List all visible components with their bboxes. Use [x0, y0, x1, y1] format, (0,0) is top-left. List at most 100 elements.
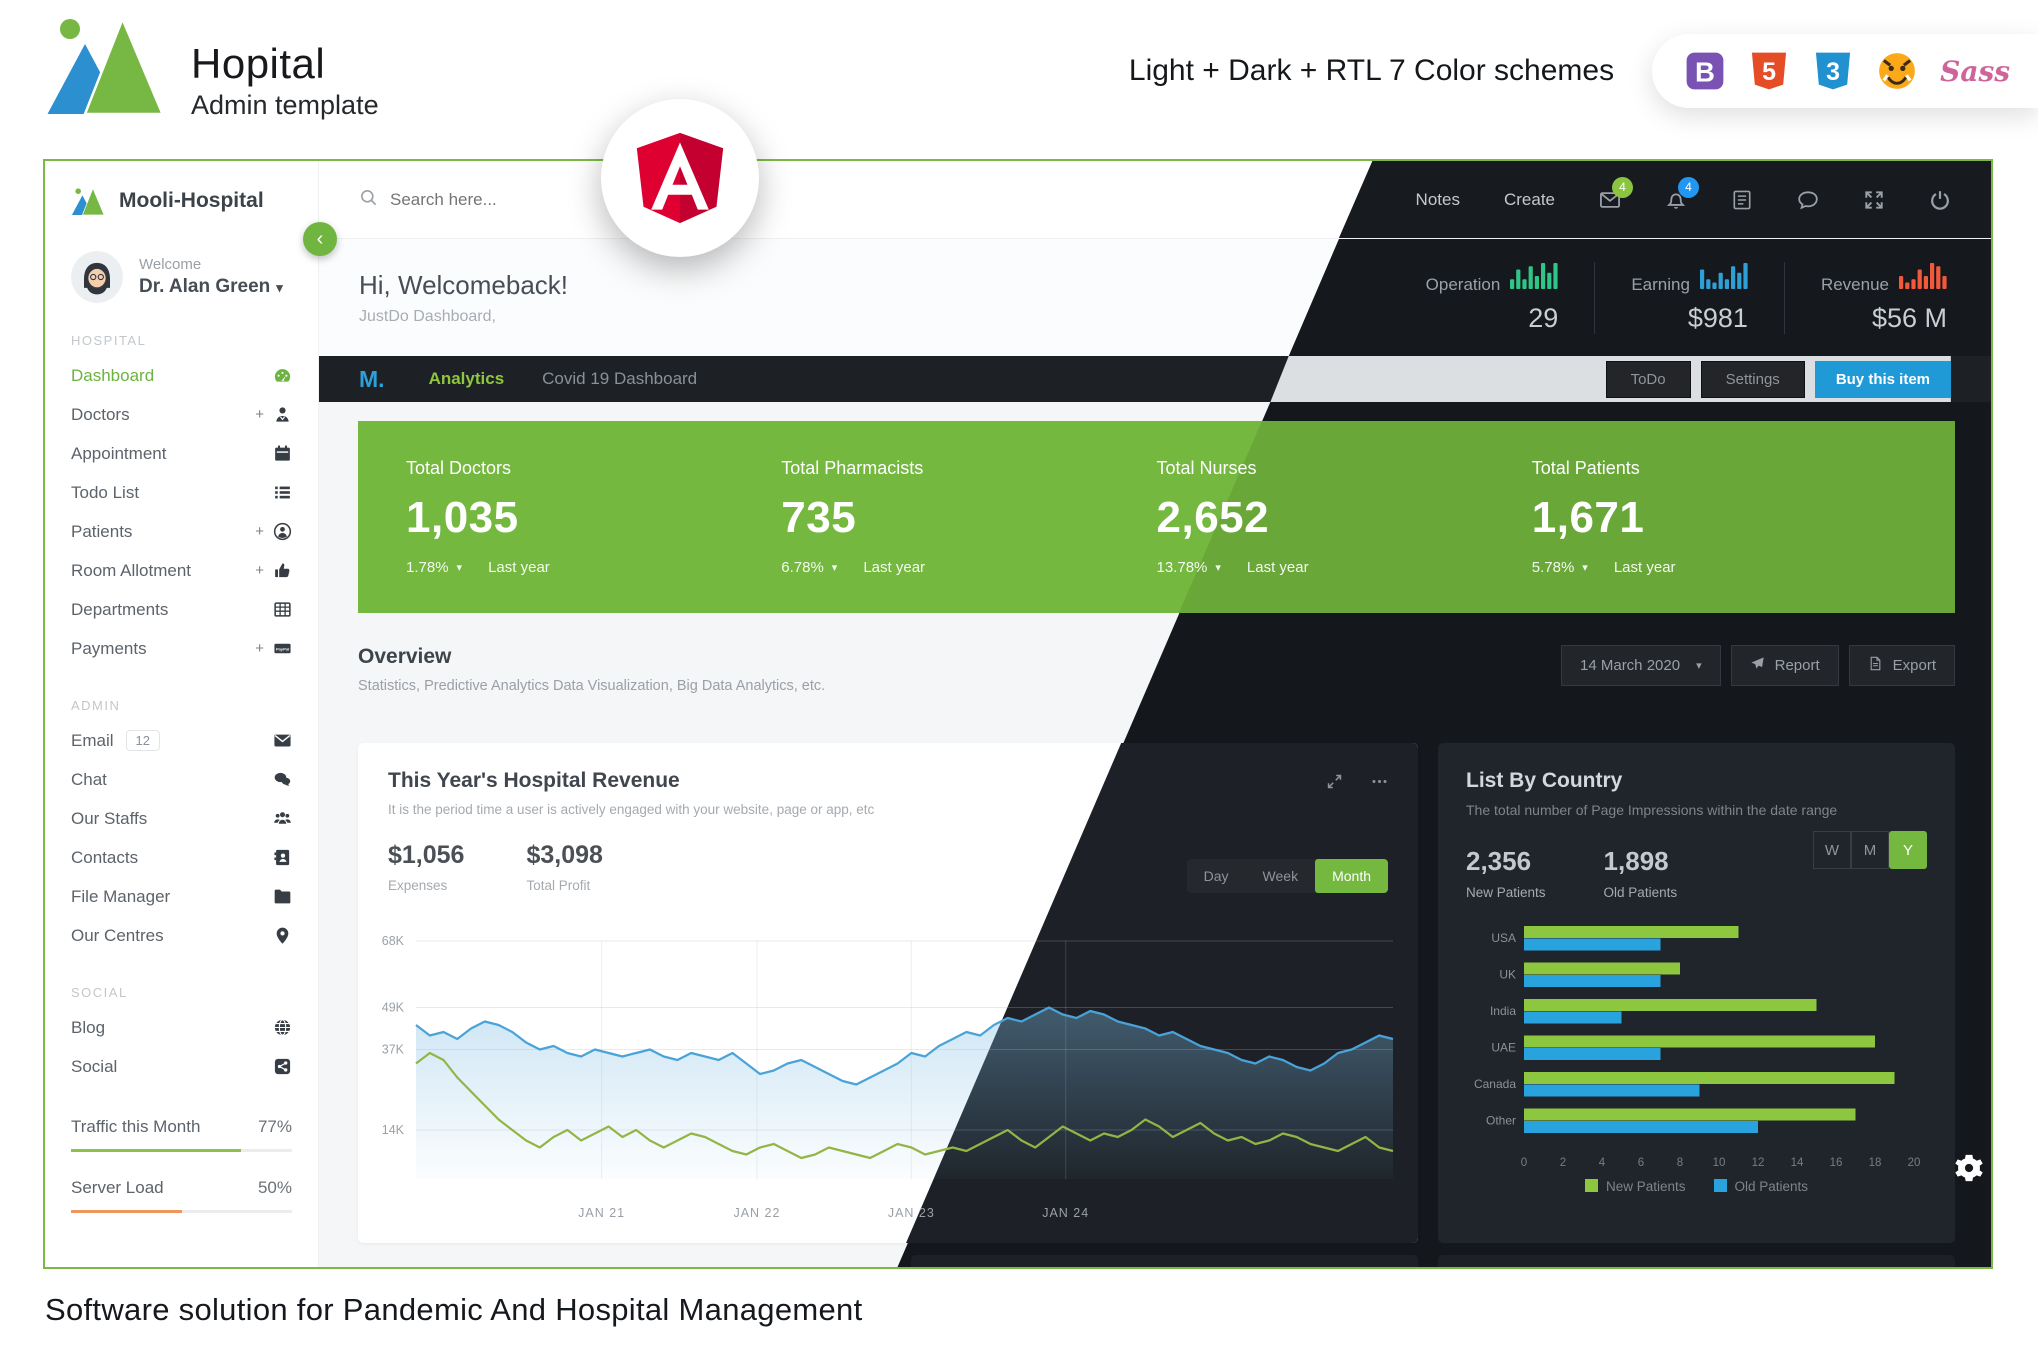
svg-text:JAN 21: JAN 21	[578, 1206, 625, 1220]
sidebar-item-room-allotment[interactable]: Room Allotment +	[71, 551, 292, 590]
new-patients-label: New Patients	[1466, 885, 1546, 900]
sidebar-item-departments[interactable]: Departments	[71, 590, 292, 629]
sidebar-item-patients[interactable]: Patients +	[71, 512, 292, 551]
kpi-change-value: 6.78%	[781, 559, 824, 576]
sidebar-item-dashboard[interactable]: Dashboard	[71, 356, 292, 395]
sidebar-item-label: Email	[71, 730, 114, 750]
country-card-title: List By Country	[1466, 769, 1623, 792]
notification-badge: 4	[1678, 176, 1699, 198]
tech-stack-pill: B 5 3 Sass	[1652, 34, 2038, 108]
sidebar-section-label: ADMIN	[71, 698, 121, 713]
revenue-card-heading: This Year's Hospital Revenue It is the p…	[388, 769, 874, 817]
revenue-card: This Year's Hospital Revenue It is the p…	[358, 743, 1418, 1243]
sidebar-item-blog[interactable]: Blog	[71, 1008, 292, 1047]
bell-icon[interactable]: 4	[1665, 176, 1699, 211]
kpi-total-patients: Total Patients 1,671 5.78% ▾ Last year	[1532, 458, 1907, 576]
partial-card	[911, 1255, 1418, 1267]
svg-text:2: 2	[1560, 1157, 1566, 1169]
sidebar-item-payments[interactable]: Payments + PayPal	[71, 629, 292, 668]
navbar-link-create[interactable]: Create	[1503, 189, 1555, 209]
sidebar-item-appointment[interactable]: Appointment	[71, 434, 292, 473]
envelope-icon	[273, 731, 292, 750]
plus-icon: +	[255, 562, 264, 579]
tab-analytics[interactable]: Analytics	[428, 369, 505, 388]
translate-icon[interactable]	[1731, 189, 1753, 211]
svg-text:JAN 23: JAN 23	[888, 1206, 935, 1220]
sidebar-item-doctors[interactable]: Doctors +	[71, 395, 292, 434]
sidebar-collapse-button[interactable]: ‹	[303, 222, 337, 256]
sidebar-section-label: SOCIAL	[71, 985, 128, 1000]
greeting-stats-row: Hi, Welcomeback! JustDo Dashboard, Opera…	[319, 239, 1991, 356]
buy-this-item-button[interactable]: Buy this item	[1814, 360, 1951, 398]
sidebar-item-label: Patients	[71, 521, 133, 541]
mail-icon[interactable]: 4	[1599, 176, 1633, 211]
caret-down-icon: ▾	[1215, 562, 1221, 574]
sidebar-brand[interactable]: Mooli-Hospital	[71, 187, 292, 215]
legend-swatch	[1713, 1179, 1727, 1192]
kpi-period: Last year	[863, 559, 926, 576]
range-w[interactable]: W	[1813, 831, 1851, 869]
user-dropdown[interactable]: Dr. Alan Green ▾	[139, 276, 283, 297]
kpi-change[interactable]: 6.78% ▾ Last year	[781, 559, 1156, 576]
brand-subtitle: Admin template	[191, 90, 379, 120]
stat-revenue: Revenue $56 M	[1783, 261, 1951, 334]
settings-button[interactable]: Settings	[1700, 360, 1805, 398]
folder-icon	[273, 887, 292, 906]
svg-text:USA: USA	[1491, 931, 1516, 945]
sidebar-item-label: Our Staffs	[71, 808, 148, 828]
date-range-button[interactable]: 14 March 2020 ▾	[1561, 645, 1721, 686]
sidebar-item-chat[interactable]: Chat	[71, 760, 292, 799]
ellipsis-menu-icon[interactable]	[1371, 773, 1388, 817]
settings-gear-button[interactable]	[1951, 1151, 1987, 1187]
tab-covid-19-dashboard[interactable]: Covid 19 Dashboard	[542, 369, 698, 388]
toggle-week[interactable]: Week	[1246, 859, 1316, 893]
greeting-title: Hi, Welcomeback!	[359, 269, 569, 300]
app-window: Mooli-Hospital Welcome Dr. Alan Green ▾	[43, 159, 1993, 1269]
kpi-bar: Total Doctors 1,035 1.78% ▾ Last year Total P…	[358, 421, 1955, 613]
report-button[interactable]: Report	[1730, 645, 1839, 686]
sidebar-item-our-centres[interactable]: Our Centres	[71, 916, 292, 955]
gauge-icon	[273, 366, 292, 385]
sidebar-item-file-manager[interactable]: File Manager	[71, 877, 292, 916]
sidebar-item-label: Todo List	[71, 482, 140, 502]
stat-value: $981	[1687, 302, 1748, 333]
toggle-day[interactable]: Day	[1187, 859, 1246, 893]
sidebar-item-email[interactable]: Email 12	[71, 721, 292, 760]
sidebar-item-social[interactable]: Social	[71, 1047, 292, 1086]
kpi-change[interactable]: 13.78% ▾ Last year	[1157, 559, 1532, 576]
sidebar-item-todo-list[interactable]: Todo List	[71, 473, 292, 512]
profit-label: Total Profit	[526, 878, 591, 893]
new-patients-value: 2,356	[1466, 846, 1532, 876]
kpi-period: Last year	[488, 559, 550, 576]
revenue-card-title: This Year's Hospital Revenue	[388, 769, 680, 792]
grunt-icon	[1876, 50, 1918, 92]
avatar[interactable]	[71, 251, 123, 303]
brand: Hopital Admin template	[45, 14, 379, 121]
navbar-link-notes[interactable]: Notes	[1415, 189, 1460, 209]
expenses-value: $1,056	[388, 841, 465, 869]
sidebar: Mooli-Hospital Welcome Dr. Alan Green ▾	[45, 161, 319, 1267]
map-marker-icon	[273, 926, 292, 945]
kpi-change[interactable]: 5.78% ▾ Last year	[1532, 559, 1907, 576]
expand-icon[interactable]	[1863, 189, 1885, 211]
toggle-month[interactable]: Month	[1315, 859, 1388, 893]
kpi-label: Total Nurses	[1156, 458, 1257, 478]
kpi-period: Last year	[1613, 559, 1676, 576]
bootstrap-icon: B	[1684, 50, 1726, 92]
expand-chart-icon[interactable]	[1326, 773, 1343, 817]
kpi-label: Total Doctors	[406, 458, 512, 478]
range-y[interactable]: Y	[1889, 831, 1927, 869]
kpi-value: 1,671	[1531, 493, 1645, 542]
range-m[interactable]: M	[1851, 831, 1889, 869]
export-button[interactable]: Export	[1848, 645, 1955, 686]
calendar-icon	[273, 444, 292, 463]
sidebar-item-contacts[interactable]: Contacts	[71, 838, 292, 877]
expenses-stat: $1,056 Expenses	[388, 841, 464, 893]
stat-operation: Operation 29	[1390, 262, 1595, 334]
email-count-badge: 12	[125, 730, 160, 751]
todo-button[interactable]: ToDo	[1605, 360, 1691, 398]
sidebar-item-our-staffs[interactable]: Our Staffs	[71, 799, 292, 838]
kpi-change[interactable]: 1.78% ▾ Last year	[406, 559, 781, 576]
chat-bubble-icon[interactable]	[1797, 189, 1819, 211]
power-icon[interactable]	[1929, 189, 1951, 211]
